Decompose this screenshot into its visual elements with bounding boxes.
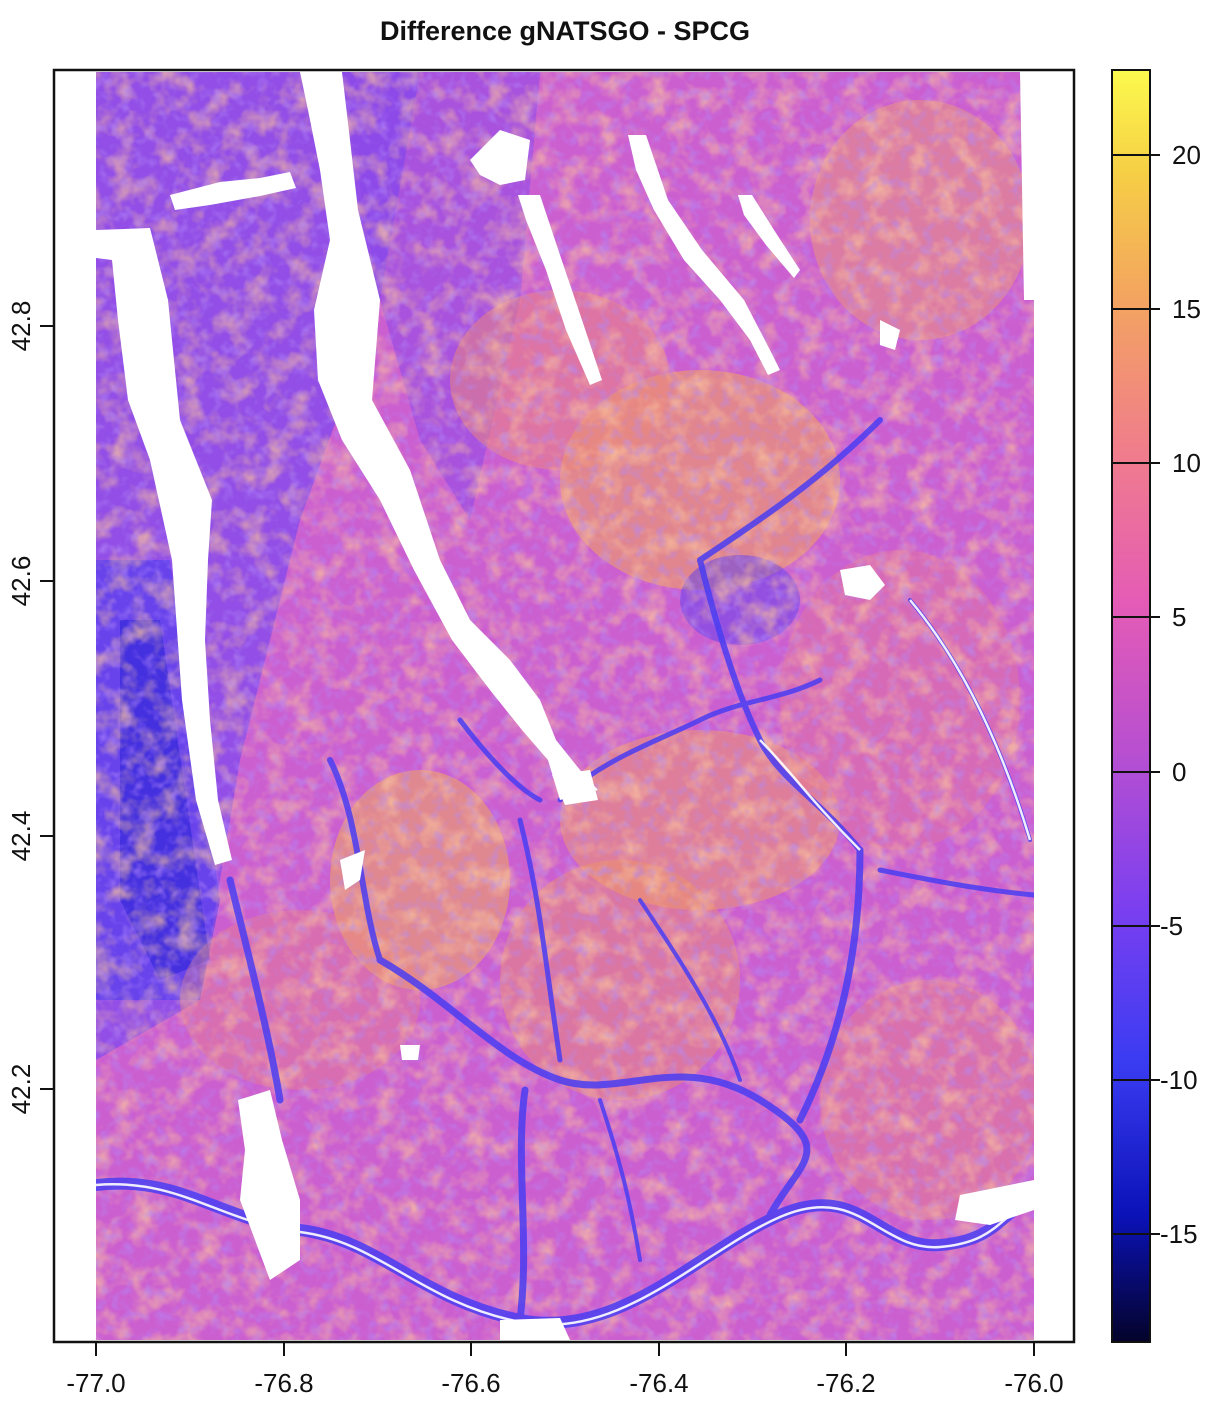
x-tick-label: -77.0 (66, 1368, 125, 1398)
x-tick-label: -76.8 (254, 1368, 313, 1398)
x-tick-label: -76.6 (441, 1368, 500, 1398)
x-tick-label: -76.4 (629, 1368, 688, 1398)
colorbar (1111, 69, 1151, 1343)
colorbar-tick-label: 20 (1172, 140, 1201, 170)
colorbar-tick-label: 10 (1172, 448, 1201, 478)
colorbar-tick-label: -10 (1160, 1065, 1198, 1095)
colorbar-tick-label: 5 (1172, 602, 1186, 632)
chart-title: Difference gNATSGO - SPCG (379, 16, 751, 46)
colorbar-tick-label: 0 (1172, 757, 1186, 787)
y-tick-label: 42.4 (6, 811, 36, 862)
colorbar-ticks (1112, 154, 1160, 1235)
y-tick-label: 42.2 (6, 1064, 36, 1115)
colorbar-tick-label: 15 (1172, 294, 1201, 324)
y-tick-label: 42.8 (6, 301, 36, 352)
axis-ticks (40, 325, 1035, 1356)
raster-layer (96, 72, 1034, 1340)
colorbar-tick-label: -15 (1160, 1219, 1198, 1249)
x-tick-label: -76.0 (1004, 1368, 1063, 1398)
y-tick-label: 42.6 (6, 556, 36, 607)
colorbar-tick-label: -5 (1160, 911, 1183, 941)
x-tick-label: -76.2 (816, 1368, 875, 1398)
